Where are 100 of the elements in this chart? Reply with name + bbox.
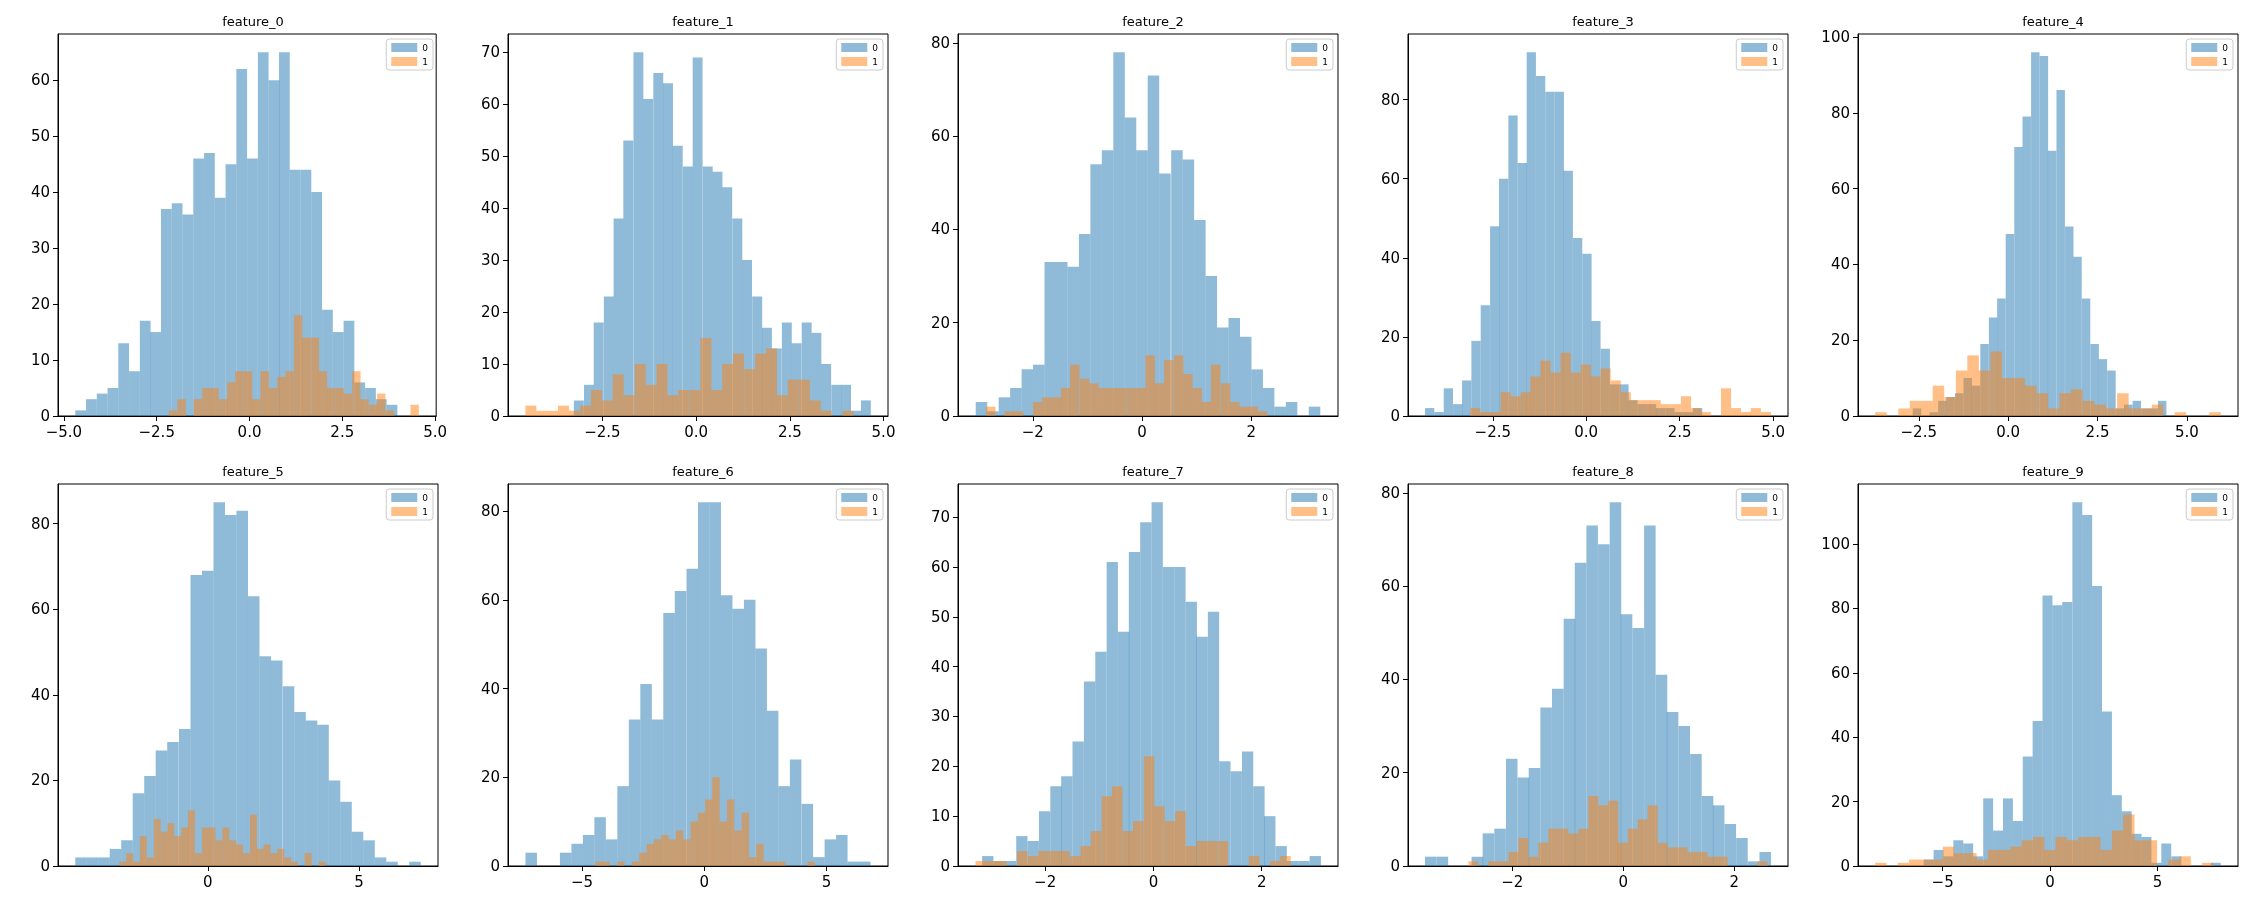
y-tick-label: 60	[30, 71, 50, 90]
bar	[2094, 404, 2106, 416]
bar	[986, 406, 996, 416]
y-tick-label: 20	[930, 313, 950, 332]
y-tick-label: 60	[1830, 179, 1850, 198]
bar	[1285, 402, 1298, 416]
bar	[682, 166, 693, 416]
y-tick-label: 70	[480, 43, 500, 62]
bar	[2179, 856, 2191, 866]
bar	[305, 720, 318, 866]
bar	[194, 853, 202, 866]
bar	[525, 852, 537, 866]
bar	[1098, 388, 1108, 416]
bar	[1253, 786, 1265, 866]
bar	[824, 839, 837, 866]
bar	[2031, 52, 2040, 416]
bar	[1264, 816, 1276, 866]
chart-title: feature_8	[1572, 464, 1634, 479]
bar	[1720, 388, 1731, 416]
bar	[302, 337, 311, 416]
x-tick-label: 2.5	[330, 422, 355, 441]
legend-label: 0	[1322, 492, 1329, 503]
x-tick-label: 5.0	[2174, 422, 2199, 441]
bar	[385, 410, 394, 416]
bar	[118, 343, 130, 416]
y-tick-label: 20	[30, 295, 50, 314]
bar	[181, 827, 189, 866]
bar	[1136, 388, 1146, 416]
bar	[119, 861, 127, 866]
bar	[2089, 837, 2101, 866]
x-tick-label: 5	[821, 872, 832, 891]
bar	[571, 843, 583, 866]
y-tick-label: 80	[1380, 90, 1400, 109]
y-tick-label: 40	[480, 679, 500, 698]
bar	[1931, 859, 1943, 866]
bar	[107, 388, 119, 416]
bar	[1588, 796, 1599, 866]
bar	[1262, 388, 1275, 416]
y-tick-label: 0	[490, 857, 500, 875]
bar	[1425, 408, 1435, 416]
bar	[2055, 837, 2067, 866]
bar	[1145, 355, 1155, 416]
bar	[1637, 819, 1648, 866]
bar	[351, 831, 364, 866]
bar	[1875, 862, 1887, 866]
bar	[1697, 852, 1708, 866]
bar	[1976, 859, 1988, 866]
bar	[1126, 388, 1137, 416]
bar	[1897, 862, 1909, 866]
bar	[2202, 862, 2214, 866]
x-tick-label: 0	[699, 872, 709, 891]
x-tick-label: 0.0	[684, 422, 709, 441]
bar	[86, 399, 97, 416]
bar	[645, 384, 657, 416]
bar	[628, 719, 641, 866]
bar	[1608, 800, 1619, 866]
x-tick-label: −2	[1021, 422, 1044, 441]
bar	[1978, 370, 1991, 416]
y-tick-label: 40	[1830, 728, 1850, 747]
bar	[623, 395, 635, 416]
y-tick-label: 80	[1830, 103, 1850, 122]
bar	[259, 656, 271, 866]
bar	[820, 410, 832, 416]
bar	[1196, 841, 1207, 866]
bar	[277, 848, 285, 866]
bar	[675, 830, 684, 866]
y-tick-label: 40	[480, 199, 500, 218]
bar	[201, 827, 209, 866]
x-tick-label: 0	[202, 872, 213, 891]
bar	[656, 364, 668, 416]
y-tick-label: 60	[480, 95, 500, 114]
bar	[1700, 412, 1711, 416]
y-tick-label: 20	[1380, 763, 1400, 782]
x-tick-label: −5.0	[45, 422, 83, 441]
bar	[2174, 412, 2187, 416]
bar	[1677, 847, 1688, 866]
bar	[590, 390, 602, 416]
chart-title: feature_5	[222, 464, 284, 479]
bar	[683, 839, 691, 866]
bar	[605, 839, 618, 866]
bar	[1707, 856, 1718, 866]
bar	[182, 214, 194, 416]
bar	[1680, 396, 1692, 416]
bar	[700, 338, 712, 416]
bar	[705, 799, 713, 866]
bar	[2044, 849, 2056, 866]
bar	[1731, 408, 1742, 416]
bar	[787, 379, 799, 416]
bar	[374, 857, 387, 866]
bar	[1201, 402, 1212, 416]
y-tick-label: 40	[1830, 255, 1850, 274]
x-tick-label: 0	[1148, 872, 1159, 891]
bar	[285, 371, 294, 416]
y-tick-label: 10	[930, 807, 950, 826]
bar	[277, 376, 286, 416]
bar	[1488, 861, 1499, 866]
x-tick-label: 5	[2152, 872, 2163, 891]
bar	[294, 711, 306, 866]
chart-title: feature_6	[672, 464, 734, 479]
bar	[719, 821, 727, 866]
